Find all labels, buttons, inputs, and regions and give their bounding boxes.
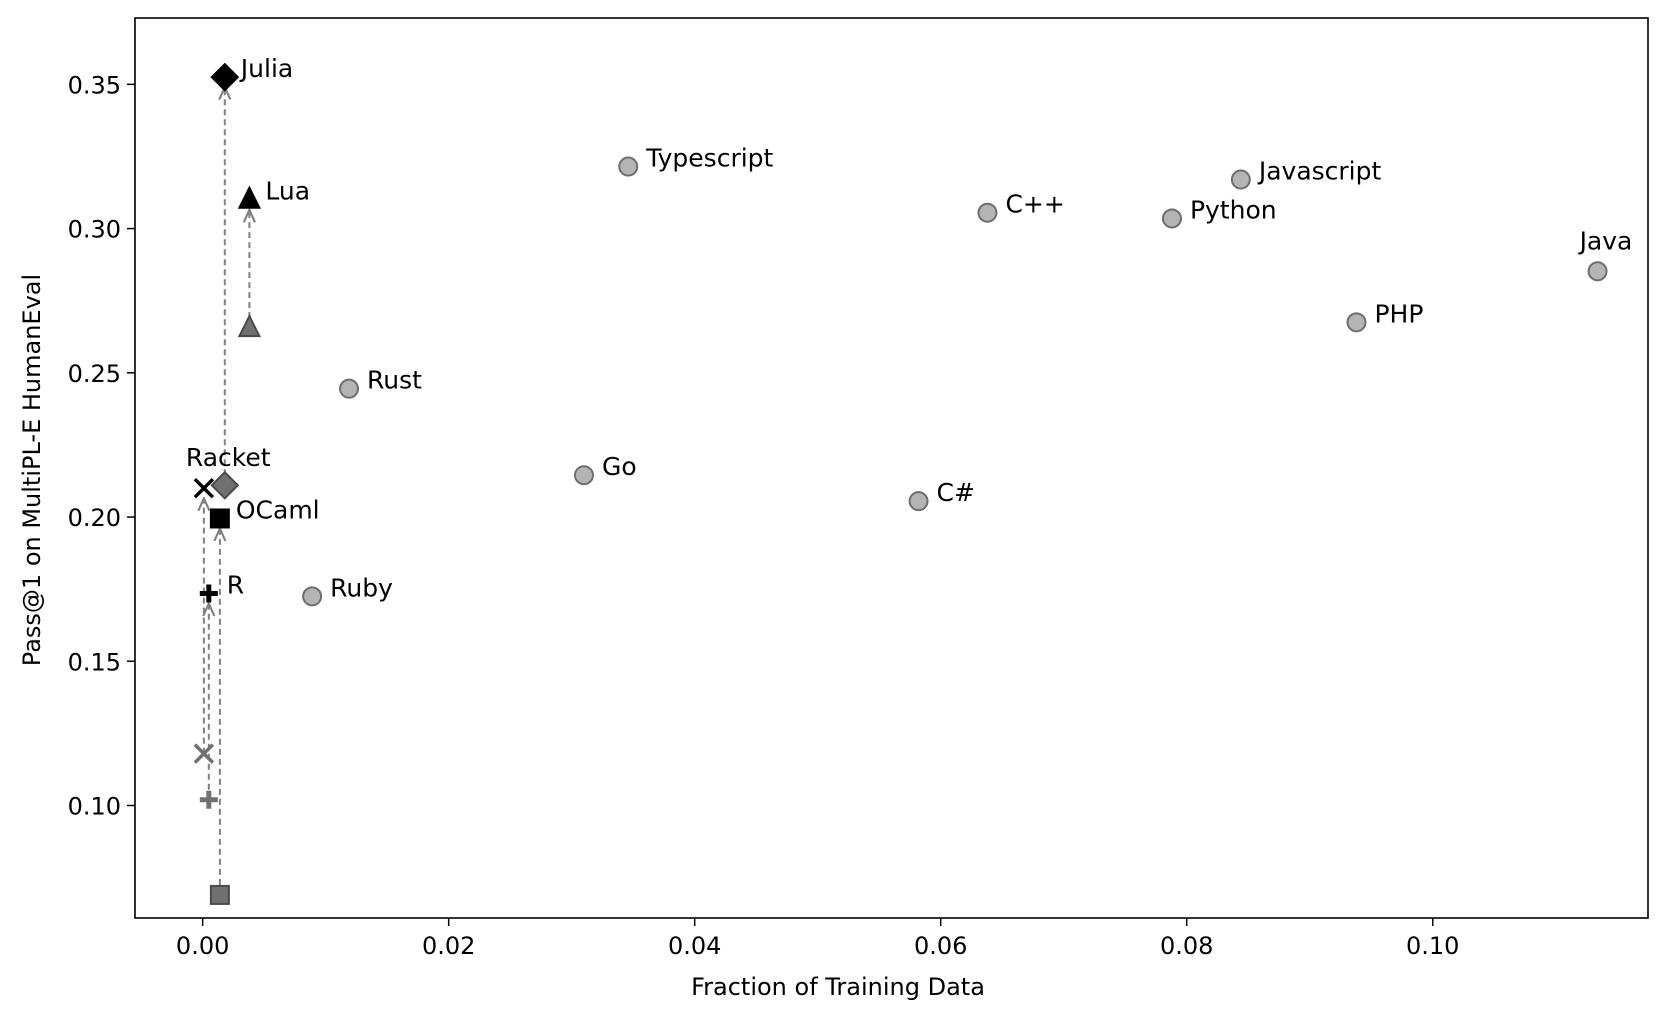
point-label: Ruby	[330, 573, 393, 602]
data-point	[1587, 261, 1608, 282]
point-label: Lua	[265, 177, 310, 206]
x-tick-label: 0.08	[1160, 932, 1213, 960]
data-point	[302, 586, 323, 607]
y-tick-label: 0.10	[68, 793, 121, 821]
data-point	[618, 156, 639, 177]
y-axis-ticks: 0.10 0.15 0.20 0.25 0.30 0.35	[68, 71, 135, 821]
point-label: Javascript	[1257, 157, 1382, 186]
data-point	[1346, 312, 1367, 333]
x-tick-label: 0.04	[668, 932, 721, 960]
data-point	[573, 465, 594, 486]
after-marker	[210, 62, 240, 92]
data-point	[977, 202, 998, 223]
before-marker	[237, 313, 262, 338]
after-marker	[199, 584, 218, 603]
y-tick-label: 0.25	[68, 360, 121, 388]
y-tick-label: 0.30	[68, 216, 121, 244]
point-label: Julia	[239, 54, 293, 83]
data-point	[1161, 208, 1182, 229]
after-marker	[237, 185, 262, 209]
data-point	[1230, 169, 1251, 190]
x-axis-ticks: 0.00 0.02 0.04 0.06 0.08 0.10	[176, 918, 1459, 960]
point-label: PHP	[1374, 299, 1423, 328]
data-point	[339, 378, 360, 399]
point-label: C++	[1005, 190, 1064, 219]
plot-area	[134, 17, 1649, 919]
before-marker	[209, 884, 230, 905]
improvement-arrows	[204, 87, 250, 895]
point-label: Rust	[367, 366, 422, 395]
before-marker	[199, 790, 218, 809]
x-tick-label: 0.02	[422, 932, 475, 960]
before-marker	[210, 470, 240, 500]
point-label: Racket	[186, 443, 271, 472]
x-tick-label: 0.10	[1406, 932, 1459, 960]
x-axis-title: Fraction of Training Data	[691, 973, 985, 1001]
point-label: Typescript	[645, 144, 773, 173]
point-label: Java	[1578, 226, 1633, 255]
point-label: C#	[937, 478, 975, 507]
data-points	[193, 62, 1608, 905]
y-tick-label: 0.20	[68, 504, 121, 532]
x-tick-label: 0.00	[176, 932, 229, 960]
point-label: Python	[1190, 195, 1277, 224]
point-label: R	[227, 570, 244, 599]
point-labels: Typescript Javascript C++ Python Java PHP Rust…	[186, 54, 1632, 602]
after-marker	[193, 477, 215, 499]
y-axis-title: Pass@1 on MultiPL-E HumanEval	[18, 274, 46, 666]
plot-frame	[134, 17, 1649, 919]
point-label: OCaml	[236, 495, 320, 524]
y-tick-label: 0.15	[68, 648, 121, 676]
point-label: Go	[602, 452, 637, 481]
before-marker	[193, 743, 215, 764]
after-marker	[209, 508, 230, 529]
x-tick-label: 0.06	[914, 932, 967, 960]
data-point	[908, 491, 929, 512]
y-tick-label: 0.35	[68, 71, 121, 99]
